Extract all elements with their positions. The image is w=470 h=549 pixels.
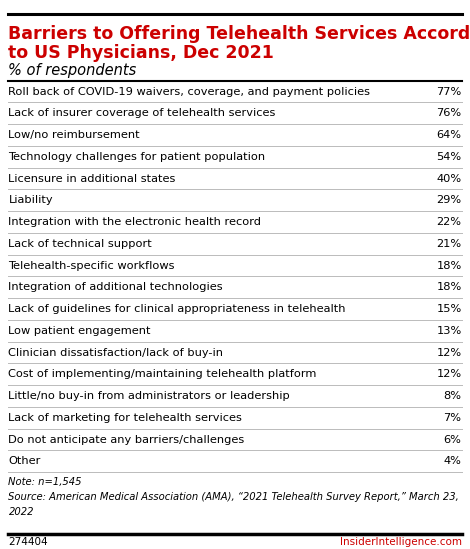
- Text: Lack of marketing for telehealth services: Lack of marketing for telehealth service…: [8, 413, 243, 423]
- Text: Low/no reimbursement: Low/no reimbursement: [8, 130, 140, 140]
- Text: Liability: Liability: [8, 195, 53, 205]
- Text: Lack of insurer coverage of telehealth services: Lack of insurer coverage of telehealth s…: [8, 108, 276, 119]
- Text: Note: n=1,545: Note: n=1,545: [8, 477, 82, 486]
- Text: Little/no buy-in from administrators or leadership: Little/no buy-in from administrators or …: [8, 391, 290, 401]
- Text: Integration with the electronic health record: Integration with the electronic health r…: [8, 217, 261, 227]
- Text: 22%: 22%: [437, 217, 462, 227]
- Text: 40%: 40%: [437, 173, 462, 183]
- Text: Barriers to Offering Telehealth Services According: Barriers to Offering Telehealth Services…: [8, 25, 470, 43]
- Text: 76%: 76%: [437, 108, 462, 119]
- Text: Low patient engagement: Low patient engagement: [8, 326, 151, 336]
- Text: Integration of additional technologies: Integration of additional technologies: [8, 282, 223, 292]
- Text: 13%: 13%: [436, 326, 462, 336]
- Text: Lack of guidelines for clinical appropriateness in telehealth: Lack of guidelines for clinical appropri…: [8, 304, 346, 314]
- Text: 8%: 8%: [444, 391, 462, 401]
- Text: 4%: 4%: [444, 456, 462, 466]
- Text: 64%: 64%: [437, 130, 462, 140]
- Text: 6%: 6%: [444, 434, 462, 445]
- Text: Cost of implementing/maintaining telehealth platform: Cost of implementing/maintaining telehea…: [8, 369, 317, 379]
- Text: 77%: 77%: [436, 87, 462, 97]
- Text: Lack of technical support: Lack of technical support: [8, 239, 152, 249]
- Text: Source: American Medical Association (AMA), “2021 Telehealth Survey Report,” Mar: Source: American Medical Association (AM…: [8, 492, 459, 502]
- Text: 2022: 2022: [8, 507, 34, 517]
- Text: to US Physicians, Dec 2021: to US Physicians, Dec 2021: [8, 44, 274, 62]
- Text: Licensure in additional states: Licensure in additional states: [8, 173, 176, 183]
- Text: Clinician dissatisfaction/lack of buy-in: Clinician dissatisfaction/lack of buy-in: [8, 348, 223, 357]
- Text: InsiderIntelligence.com: InsiderIntelligence.com: [339, 537, 462, 547]
- Text: 12%: 12%: [437, 348, 462, 357]
- Text: Technology challenges for patient population: Technology challenges for patient popula…: [8, 152, 266, 162]
- Text: 7%: 7%: [444, 413, 462, 423]
- Text: 18%: 18%: [436, 282, 462, 292]
- Text: Roll back of COVID-19 waivers, coverage, and payment policies: Roll back of COVID-19 waivers, coverage,…: [8, 87, 370, 97]
- Text: 274404: 274404: [8, 537, 48, 547]
- Text: 12%: 12%: [437, 369, 462, 379]
- Text: 18%: 18%: [436, 261, 462, 271]
- Text: Do not anticipate any barriers/challenges: Do not anticipate any barriers/challenge…: [8, 434, 245, 445]
- Text: 21%: 21%: [437, 239, 462, 249]
- Text: Telehealth-specific workflows: Telehealth-specific workflows: [8, 261, 175, 271]
- Text: Other: Other: [8, 456, 41, 466]
- Text: % of respondents: % of respondents: [8, 63, 137, 78]
- Text: 54%: 54%: [437, 152, 462, 162]
- Text: 29%: 29%: [437, 195, 462, 205]
- Text: 15%: 15%: [436, 304, 462, 314]
